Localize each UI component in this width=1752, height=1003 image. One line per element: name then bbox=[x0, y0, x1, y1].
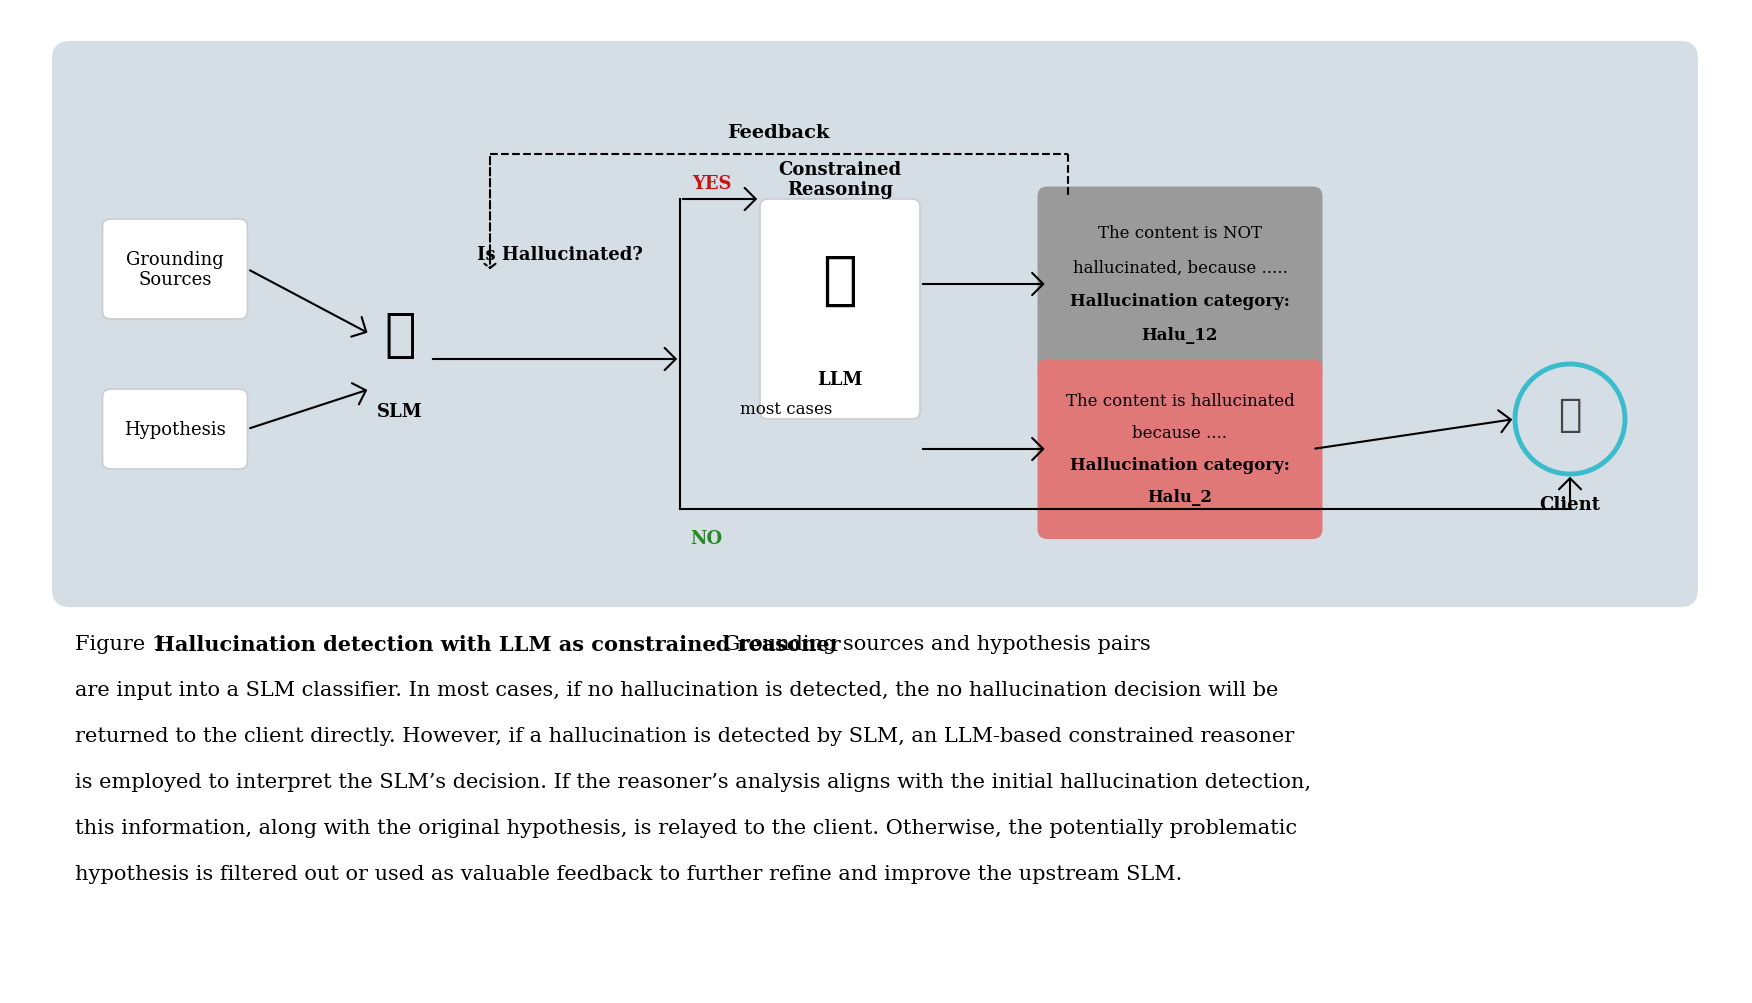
Text: LLM: LLM bbox=[816, 371, 862, 388]
Text: is employed to interpret the SLM’s decision. If the reasoner’s analysis aligns w: is employed to interpret the SLM’s decis… bbox=[75, 772, 1310, 791]
Text: The content is hallucinated: The content is hallucinated bbox=[1065, 393, 1295, 410]
Text: this information, along with the original hypothesis, is relayed to the client. : this information, along with the origina… bbox=[75, 818, 1296, 838]
Text: Feedback: Feedback bbox=[727, 124, 830, 141]
Text: Hallucination category:: Hallucination category: bbox=[1070, 457, 1289, 474]
Text: : Grounding sources and hypothesis pairs: : Grounding sources and hypothesis pairs bbox=[710, 634, 1151, 653]
Text: hypothesis is filtered out or used as valuable feedback to further refine and im: hypothesis is filtered out or used as va… bbox=[75, 865, 1183, 883]
Text: Is Hallucinated?: Is Hallucinated? bbox=[477, 246, 643, 264]
Text: hallucinated, because .....: hallucinated, because ..... bbox=[1072, 259, 1288, 276]
FancyBboxPatch shape bbox=[1037, 360, 1323, 540]
Text: 🧠: 🧠 bbox=[384, 309, 415, 361]
Text: Hypothesis: Hypothesis bbox=[124, 420, 226, 438]
Text: because ....: because .... bbox=[1132, 425, 1228, 442]
Text: Client: Client bbox=[1540, 495, 1601, 514]
Text: Grounding
Sources: Grounding Sources bbox=[126, 251, 224, 289]
Text: The content is NOT: The content is NOT bbox=[1099, 226, 1261, 243]
Text: Hallucination detection with LLM as constrained reasoner: Hallucination detection with LLM as cons… bbox=[154, 634, 841, 654]
FancyBboxPatch shape bbox=[760, 200, 920, 419]
FancyBboxPatch shape bbox=[103, 389, 247, 469]
Text: 🧠: 🧠 bbox=[822, 251, 857, 308]
FancyBboxPatch shape bbox=[103, 220, 247, 320]
Text: Constrained
Reasoning: Constrained Reasoning bbox=[778, 160, 902, 200]
Text: most cases: most cases bbox=[739, 401, 832, 418]
Text: 👤: 👤 bbox=[1558, 395, 1582, 433]
Text: SLM: SLM bbox=[377, 402, 422, 420]
Text: Halu_2: Halu_2 bbox=[1148, 489, 1212, 506]
Text: Hallucination category:: Hallucination category: bbox=[1070, 293, 1289, 310]
Text: returned to the client directly. However, if a hallucination is detected by SLM,: returned to the client directly. However… bbox=[75, 726, 1295, 745]
Text: are input into a SLM classifier. In most cases, if no hallucination is detected,: are input into a SLM classifier. In most… bbox=[75, 680, 1279, 699]
Text: YES: YES bbox=[692, 175, 732, 193]
FancyBboxPatch shape bbox=[1037, 188, 1323, 382]
Text: NO: NO bbox=[690, 530, 722, 548]
Text: Halu_12: Halu_12 bbox=[1142, 327, 1218, 344]
Text: Figure 1:: Figure 1: bbox=[75, 634, 179, 653]
FancyBboxPatch shape bbox=[53, 42, 1698, 608]
